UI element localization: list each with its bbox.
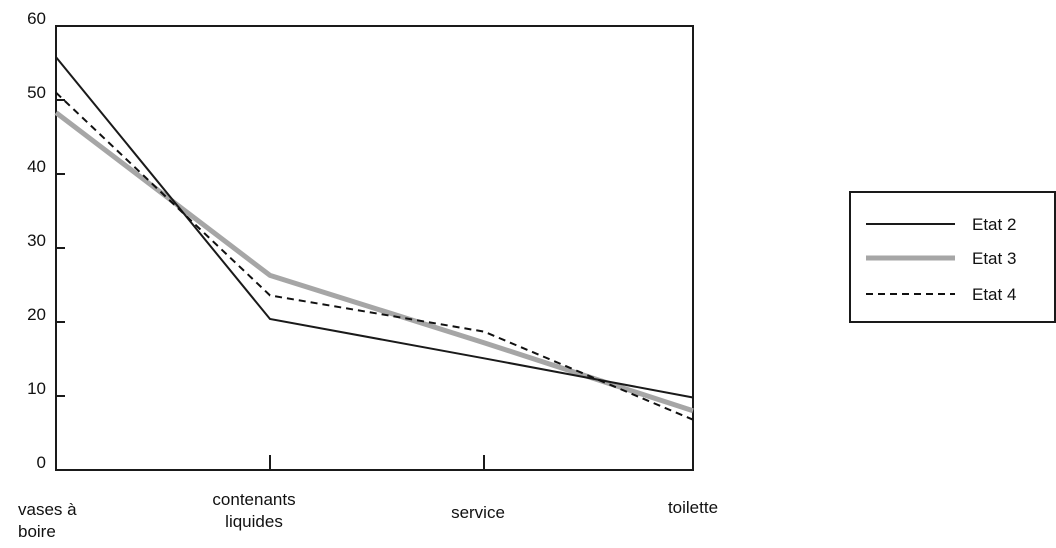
plot-area: 0 10 20 30 40 50 60 vases à boire contenants liqu… [18,9,718,541]
x-tick-label: toilette [668,498,718,517]
series-line-etat-4 [55,91,694,421]
x-axis: vases à boire contenants liquides service toi… [18,455,718,541]
y-tick-label: 20 [27,305,46,324]
y-tick-label: 40 [27,157,46,176]
x-tick-label-line: contenants [212,490,295,509]
x-tick-label-line: liquides [225,512,283,531]
x-tick-label: service [451,503,505,522]
series-line-etat-2 [55,56,694,399]
series-lines [54,56,694,421]
legend-label: Etat 3 [972,249,1016,268]
legend-items: Etat 2 Etat 3 Etat 4 [866,215,1016,304]
y-tick-label: 0 [37,453,46,472]
legend-label: Etat 2 [972,215,1016,234]
legend-label: Etat 4 [972,285,1016,304]
y-tick-label: 50 [27,83,46,102]
x-tick-label: vases à boire [18,500,77,541]
y-axis: 0 10 20 30 40 50 60 [27,9,65,472]
y-tick-label: 60 [27,9,46,28]
series-line-etat-3 [54,110,694,414]
y-tick-label: 30 [27,231,46,250]
x-tick-label-line: boire [18,522,56,541]
x-tick-label: contenants liquides [212,490,295,531]
x-tick-label-line: service [451,503,505,522]
plot-frame [55,25,694,471]
y-tick-label: 10 [27,379,46,398]
x-tick-label-line: toilette [668,498,718,517]
x-tick-label-line: vases à [18,500,77,519]
legend: Etat 2 Etat 3 Etat 4 [849,191,1056,323]
